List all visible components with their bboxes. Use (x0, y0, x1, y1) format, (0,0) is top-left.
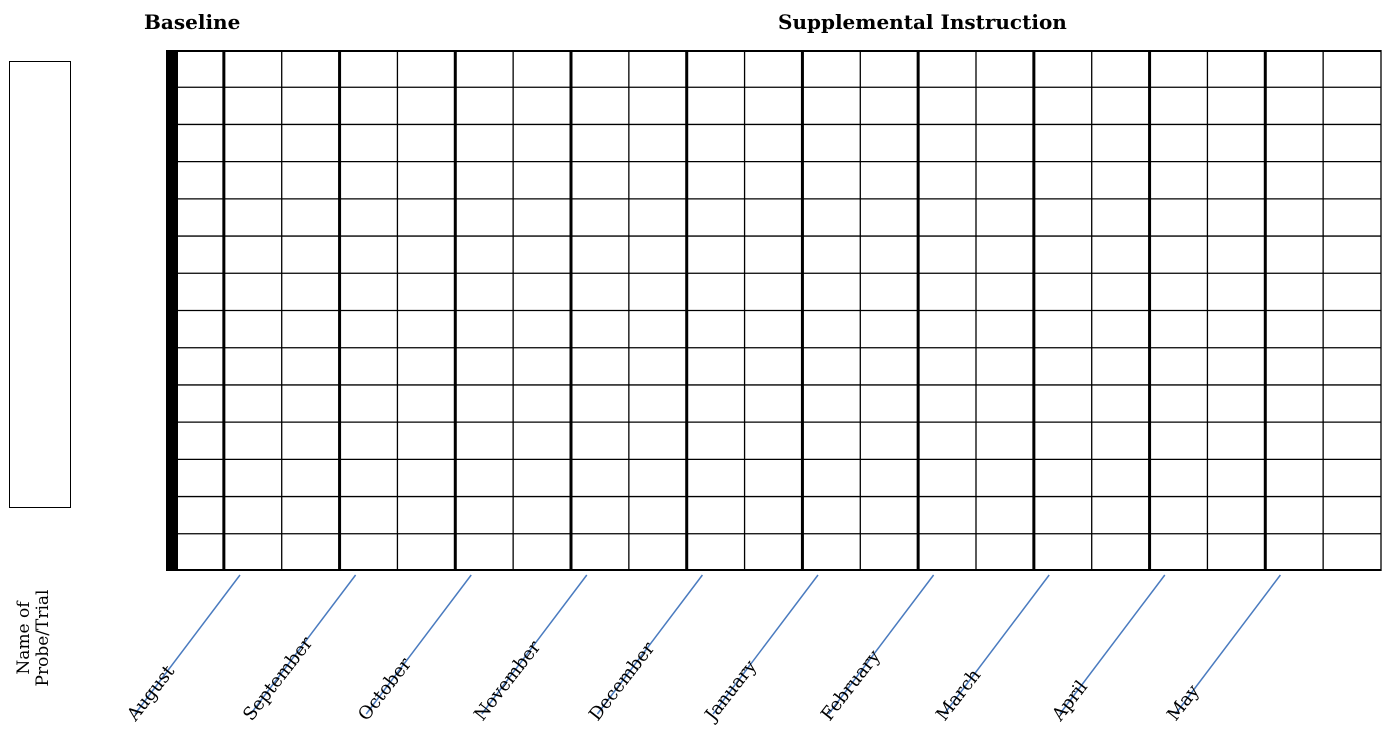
baseline-heading: Baseline (144, 10, 241, 34)
month-diagonal-line (828, 574, 935, 715)
month-diagonal-line (365, 574, 472, 715)
supplemental-instruction-heading: Supplemental Instruction (778, 10, 1067, 34)
month-diagonal-line (1174, 574, 1281, 715)
month-diagonal-line (481, 574, 588, 715)
data-grid (166, 50, 1382, 571)
month-diagonal-line (1059, 574, 1166, 715)
month-diagonal-line (596, 574, 703, 715)
month-diagonal-line (134, 574, 241, 715)
month-diagonal-line (250, 574, 357, 715)
data-grid-lines (166, 50, 1382, 571)
probe-name-box[interactable] (9, 61, 71, 508)
month-diagonal-line (712, 574, 819, 715)
month-diagonal-line (943, 574, 1050, 715)
